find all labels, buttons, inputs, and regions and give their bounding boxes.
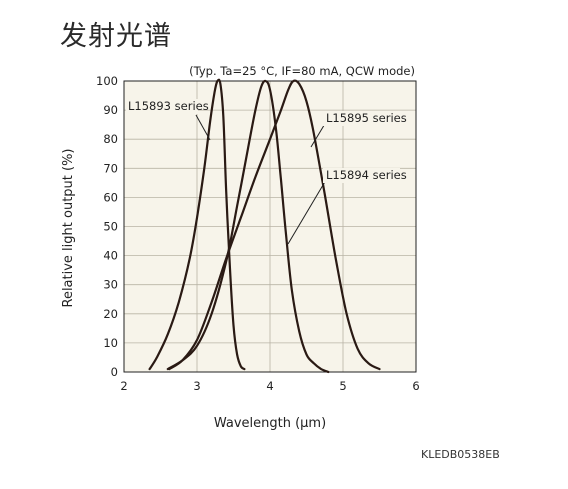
annotation-label-bg <box>126 99 198 114</box>
y-tick-label: 10 <box>103 336 118 350</box>
x-axis-title: Wavelength (µm) <box>214 416 326 431</box>
series-layer <box>148 78 381 374</box>
y-tick-label: 80 <box>103 132 118 146</box>
chart-note: (Typ. Ta=25 °C, IF=80 mA, QCW mode) <box>189 64 415 78</box>
y-tick-label: 60 <box>103 190 118 204</box>
plot-frame <box>123 80 417 373</box>
y-tick-label: 0 <box>111 365 118 379</box>
x-tick-label: 6 <box>412 379 419 393</box>
annotation-layer: L15893 series L15895 series L15894 series <box>126 99 407 245</box>
x-tick-label: 5 <box>339 379 346 393</box>
annotation-label-l15895-series: L15895 series <box>326 111 407 125</box>
annotation-leader <box>310 121 327 148</box>
annotation-leader <box>287 179 327 245</box>
page-title: 发射光谱 <box>60 21 172 52</box>
y-tick-label: 70 <box>103 161 118 175</box>
x-tick-label: 3 <box>193 379 200 393</box>
y-axis-title: Relative light output (%) <box>61 148 76 307</box>
annotation-label-l15894-series: L15894 series <box>326 168 407 182</box>
axis-layer: 0 10 20 30 40 50 60 70 80 90 100 2 3 4 5 6 <box>96 74 420 393</box>
y-tick-label: 20 <box>103 307 118 321</box>
document-code: KLEDB0538EB <box>421 448 500 461</box>
annotation-leader <box>195 114 211 141</box>
y-tick-label: 90 <box>103 103 118 117</box>
series-line-l15895-series <box>166 79 330 374</box>
y-tick-label: 50 <box>103 220 118 234</box>
y-tick-label: 100 <box>96 74 118 88</box>
annotation-label-bg <box>323 111 400 126</box>
annotation-label-bg <box>323 168 400 183</box>
x-tick-label: 4 <box>266 379 273 393</box>
y-tick-label: 30 <box>103 278 118 292</box>
x-tick-label: 2 <box>120 379 127 393</box>
series-line-l15893-series <box>148 78 246 371</box>
series-line-l15894-series <box>168 79 381 371</box>
y-tick-label: 40 <box>103 249 118 263</box>
annotation-label-l15893-series: L15893 series <box>128 99 209 113</box>
